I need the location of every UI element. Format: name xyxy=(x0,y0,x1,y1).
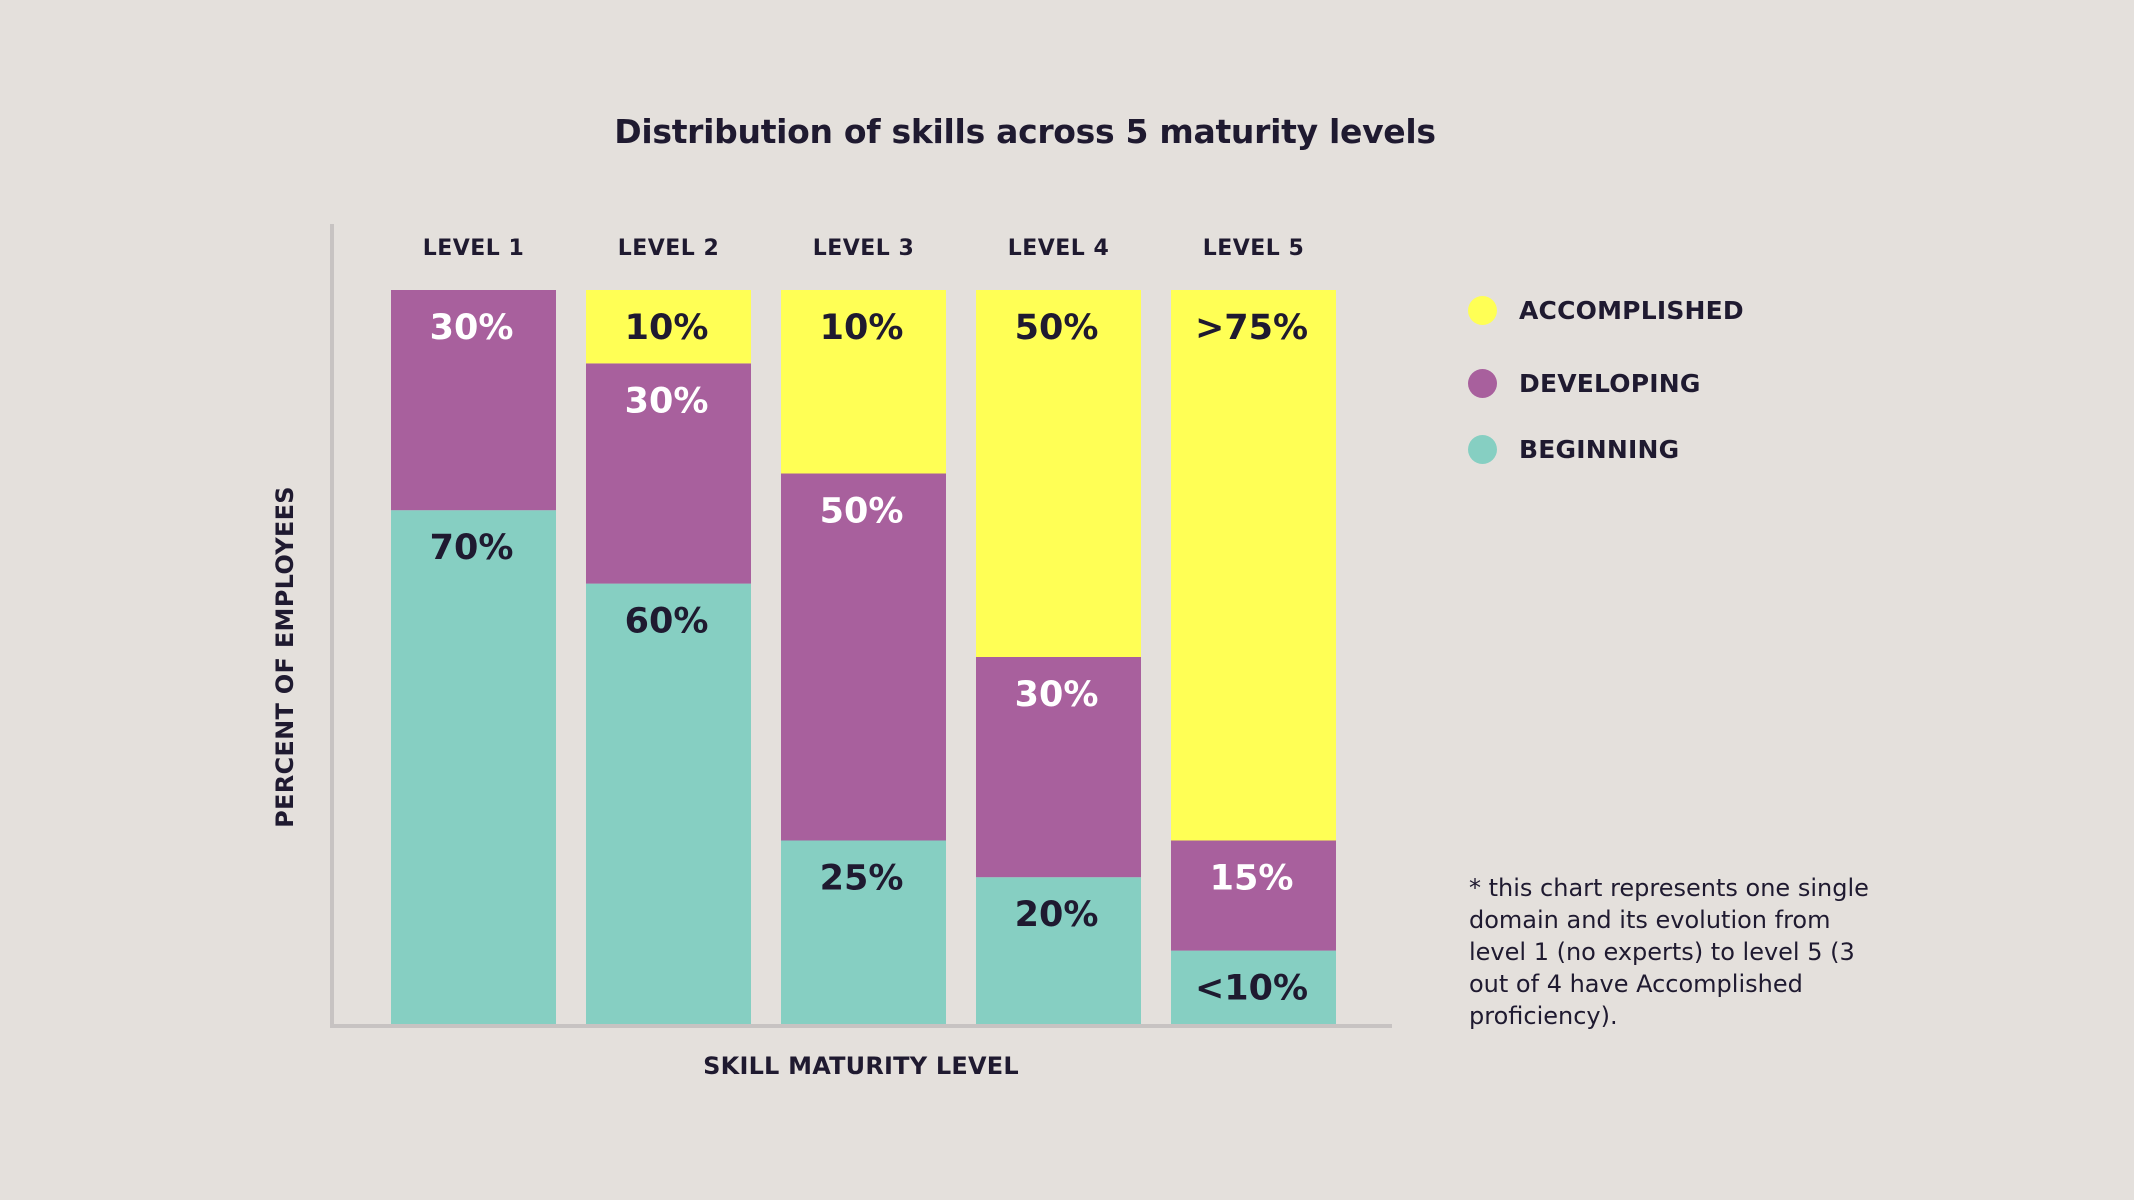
legend-label-beginning: BEGINNING xyxy=(1519,434,1680,464)
data-label: 10% xyxy=(820,308,904,348)
bar-segment-beginning xyxy=(1171,950,1336,1024)
x-axis-label: SKILL MATURITY LEVEL xyxy=(703,1052,1019,1080)
data-label: 50% xyxy=(820,492,904,532)
data-label: 10% xyxy=(625,308,709,348)
data-label: 30% xyxy=(625,381,709,421)
footnote: * this chart represents one single domai… xyxy=(1469,874,1869,1030)
category-label: LEVEL 5 xyxy=(1203,236,1305,261)
data-label: 30% xyxy=(430,308,514,348)
bar-segment-beginning xyxy=(586,583,751,1024)
bar-segment-developing xyxy=(391,290,556,511)
bar-segment-developing xyxy=(1171,840,1336,951)
data-label: 15% xyxy=(1210,859,1294,899)
legend-item-developing: DEVELOPING xyxy=(1468,363,1701,403)
bar-segment-accomplished xyxy=(976,290,1141,657)
legend-swatch-beginning xyxy=(1468,434,1497,464)
y-axis-label: PERCENT OF EMPLOYEES xyxy=(271,486,299,828)
legend-item-beginning: BEGINNING xyxy=(1468,429,1679,469)
data-label: 60% xyxy=(625,602,709,642)
data-label: 20% xyxy=(1015,895,1099,935)
bar-segment-beginning xyxy=(976,877,1141,1024)
data-label: <10% xyxy=(1195,969,1308,1009)
data-label: 30% xyxy=(1015,675,1099,715)
legend-label-developing: DEVELOPING xyxy=(1519,368,1701,398)
bar-segment-developing xyxy=(781,473,946,841)
bar-segment-accomplished xyxy=(586,290,751,364)
bar-segment-developing xyxy=(586,363,751,584)
legend-swatch-accomplished xyxy=(1468,295,1497,325)
category-label: LEVEL 4 xyxy=(1008,236,1110,261)
data-label: 50% xyxy=(1015,308,1099,348)
data-label: 70% xyxy=(430,528,514,568)
legend-item-accomplished: ACCOMPLISHED xyxy=(1468,290,1744,330)
legend-swatch-developing xyxy=(1468,368,1497,398)
chart-title: Distribution of skills across 5 maturity… xyxy=(614,112,1436,151)
legend-label-accomplished: ACCOMPLISHED xyxy=(1519,295,1744,325)
bar-segment-beginning xyxy=(781,840,946,1024)
data-label: 25% xyxy=(820,859,904,899)
category-label: LEVEL 1 xyxy=(423,236,525,261)
category-label: LEVEL 2 xyxy=(618,236,720,261)
bar-segment-accomplished xyxy=(1171,290,1336,841)
bar-segment-beginning xyxy=(391,510,556,1024)
bar-segment-developing xyxy=(976,657,1141,878)
data-label: >75% xyxy=(1195,308,1308,348)
category-label: LEVEL 3 xyxy=(813,236,915,261)
bar-segment-accomplished xyxy=(781,290,946,474)
